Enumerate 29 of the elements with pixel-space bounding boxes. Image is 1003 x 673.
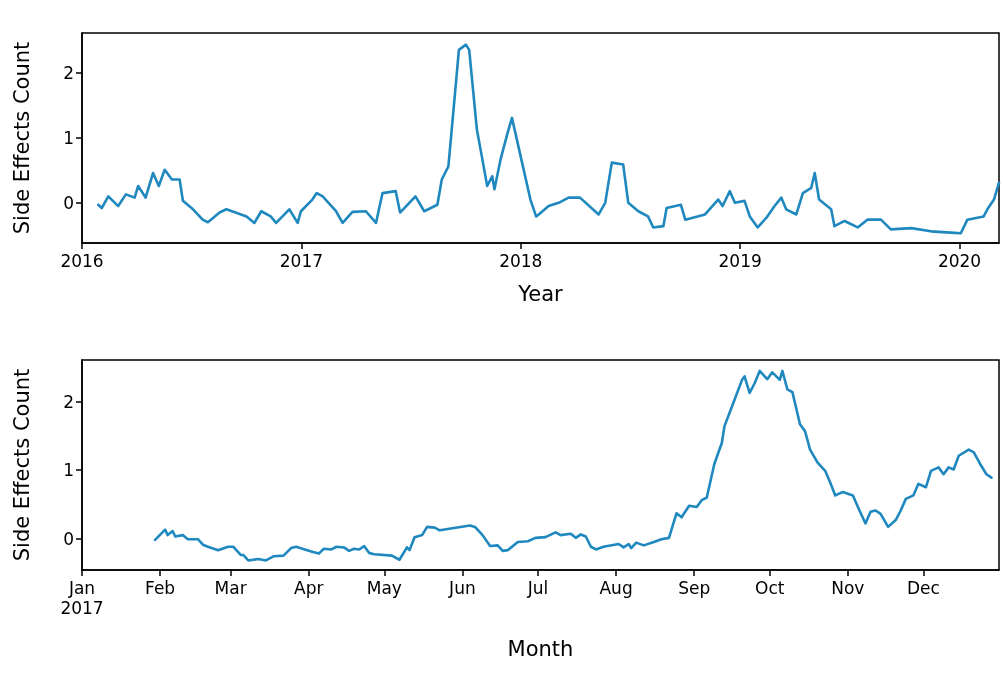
x-tick-label: Dec (906, 578, 940, 598)
x-tick-label: Nov (831, 578, 865, 598)
y-tick-label: 1 (63, 128, 74, 148)
x-tick-label: 2017 (279, 251, 324, 271)
x-tick-label: Jan 2017 (60, 578, 104, 618)
y-axis-title: Side Effects Count (9, 41, 34, 235)
x-tick-label: Apr (294, 578, 324, 598)
line-series (96, 43, 1001, 235)
x-tick-label: May (366, 578, 402, 598)
x-tick-label: Jul (526, 578, 549, 598)
y-tick-label: 1 (63, 460, 74, 481)
x-tick-label: Feb (145, 578, 176, 598)
y-tick-label: 0 (63, 192, 74, 213)
line-series (153, 369, 993, 562)
x-tick-label: 2019 (718, 251, 762, 271)
x-axis-title: Year (517, 281, 564, 306)
y-tick-label: 2 (63, 63, 74, 84)
x-tick-label: Aug (599, 578, 633, 598)
x-tick-label: 2016 (60, 251, 104, 271)
x-tick-label: 2020 (937, 251, 982, 271)
y-axis-title: Side Effects Count (9, 368, 34, 562)
x-tick-label: Mar (214, 578, 247, 598)
y-tick-label: 2 (63, 391, 74, 412)
x-tick-label: Oct (755, 578, 785, 598)
y-tick-label: 0 (63, 528, 74, 549)
x-tick-label: 2018 (499, 251, 543, 271)
x-tick-label: Jun (448, 578, 476, 598)
x-axis-title: Month (507, 636, 574, 661)
x-tick-label: Sep (678, 578, 711, 598)
